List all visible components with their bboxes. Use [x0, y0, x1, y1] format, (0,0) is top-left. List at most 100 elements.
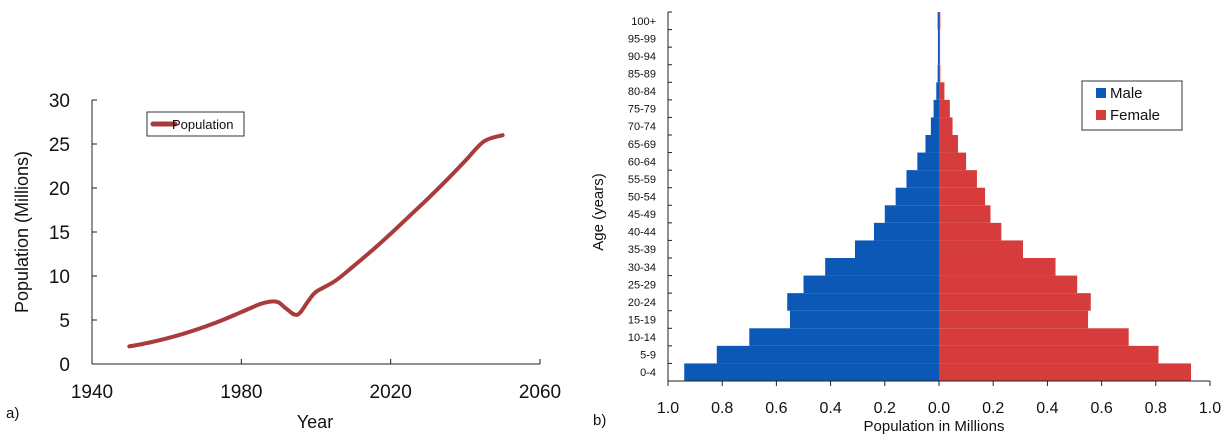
- male-bar: [749, 328, 939, 346]
- panel-b-legend-male-label: Male: [1110, 85, 1143, 102]
- panel-a-y-tick-label: 30: [49, 91, 70, 112]
- female-bar: [939, 170, 977, 188]
- panel-b-y-tick-label: 75-79: [628, 104, 656, 116]
- panel-a-x-tick-label: 2060: [519, 382, 561, 403]
- panel-b-y-tick-label: 40-44: [628, 227, 656, 239]
- female-bar: [939, 310, 1089, 329]
- panel-b-y-axis-label: Age (years): [590, 173, 607, 251]
- panel-a-axes: [91, 100, 540, 365]
- panel-a-y-ticks: 0 5 10 15 20 25 30: [49, 91, 97, 376]
- panel-a-y-tick-label: 20: [49, 179, 70, 200]
- panel-b-y-tick-label: 5-9: [640, 350, 656, 362]
- panel-b-x-tick-label: 0.2: [982, 400, 1004, 417]
- panel-a-x-tick-label: 2020: [370, 382, 412, 403]
- panel-b-y-tick-label: 100+: [631, 16, 656, 28]
- male-bar: [937, 29, 939, 48]
- female-bar: [939, 363, 1192, 381]
- panel-b-y-tick-label: 35-39: [628, 244, 656, 256]
- female-bar: [939, 99, 950, 118]
- panel-a-y-tick-label: 5: [59, 311, 70, 332]
- male-bar: [684, 363, 939, 381]
- panel-b-legend: Male Female: [1081, 80, 1183, 131]
- panel-a-y-tick-label: 25: [49, 135, 70, 156]
- panel-b-y-tick-label: 80-84: [628, 86, 656, 98]
- female-bar: [939, 240, 1024, 258]
- male-bar: [906, 170, 939, 188]
- panel-a-series: [127, 133, 505, 349]
- male-bar: [933, 99, 939, 118]
- male-bar: [803, 275, 939, 294]
- female-bar: [939, 117, 953, 135]
- panel-b-y-tick-label: 55-59: [628, 174, 656, 186]
- male-bar: [825, 258, 939, 276]
- female-bar: [939, 82, 945, 100]
- panel-b-x-tick-label: 0.4: [819, 400, 841, 417]
- female-bar: [939, 275, 1078, 294]
- panel-a-y-tick-label: 15: [49, 223, 70, 244]
- male-bar: [937, 64, 939, 83]
- male-bar: [937, 47, 939, 65]
- female-bar: [939, 328, 1129, 346]
- panel-b-x-tick-label: 0.8: [1145, 400, 1167, 417]
- panel-b-y-ticks: 0-4 5-9 10-14 15-19 20-24 25-29 30-34 35-39 40-4…: [628, 11, 672, 379]
- panel-b-y-tick-label: 95-99: [628, 33, 656, 45]
- female-bar: [939, 293, 1091, 311]
- panel-b-y-tick-label: 50-54: [628, 192, 656, 204]
- panel-b-x-tick-label: 0.0: [928, 400, 950, 417]
- panel-b-y-tick-label: 0-4: [640, 367, 656, 379]
- panel-b-y-tick-label: 65-69: [628, 139, 656, 151]
- female-bar: [939, 258, 1056, 276]
- panel-b-x-ticks: 1.0 0.8 0.6 0.4 0.2 0.0 0.2 0.4 0.6 0.8 1.0: [657, 381, 1221, 417]
- panel-b-legend-female-label: Female: [1110, 107, 1160, 124]
- panel-b-y-tick-label: 60-64: [628, 156, 656, 168]
- panel-b-y-tick-label: 90-94: [628, 51, 656, 63]
- panel-b-legend-female-swatch: [1096, 110, 1106, 120]
- female-bar: [939, 64, 941, 83]
- panel-a-x-tick-label: 1980: [220, 382, 262, 403]
- male-bar: [937, 12, 939, 30]
- panel-b-x-axis-label: Population in Millions: [864, 418, 1005, 435]
- female-bar: [939, 222, 1002, 241]
- panel-a-y-tick-label: 10: [49, 267, 70, 288]
- panel-b-y-tick-label: 30-34: [628, 262, 656, 274]
- male-bar: [716, 345, 939, 364]
- panel-b-x-tick-label: 0.8: [711, 400, 733, 417]
- male-bar: [854, 240, 939, 258]
- panel-b-x-tick-label: 0.2: [874, 400, 896, 417]
- female-bar: [939, 135, 958, 153]
- panel-b-label: b): [593, 412, 606, 429]
- panel-b-y-tick-label: 20-24: [628, 297, 656, 309]
- panel-a-y-tick-label: 0: [59, 355, 70, 376]
- male-bar: [873, 222, 939, 241]
- panel-a-legend-label: Population: [172, 117, 233, 132]
- panel-b-y-tick-label: 45-49: [628, 209, 656, 221]
- panel-b-x-tick-label: 0.6: [765, 400, 787, 417]
- female-bar: [939, 205, 991, 223]
- panel-a-x-axis-label: Year: [297, 412, 333, 432]
- panel-b-legend-male-swatch: [1096, 88, 1106, 98]
- panel-a-x-ticks: 1940 1980 2020 2060: [71, 359, 561, 403]
- panel-b-y-tick-label: 70-74: [628, 121, 656, 133]
- male-bar: [930, 117, 939, 135]
- female-bar: [939, 187, 986, 206]
- male-bar: [789, 310, 939, 329]
- panel-b-population-pyramid: 0-4 5-9 10-14 15-19 20-24 25-29 30-34 35-39 40-4…: [590, 11, 1221, 435]
- female-bar: [939, 29, 941, 48]
- panel-b-x-tick-label: 0.4: [1036, 400, 1058, 417]
- panel-b-y-tick-label: 25-29: [628, 279, 656, 291]
- panel-b-y-tick-label: 85-89: [628, 69, 656, 81]
- panel-a-label: a): [6, 405, 19, 422]
- panel-a-series-line: [127, 133, 505, 349]
- panel-a-x-tick-label: 1940: [71, 382, 113, 403]
- male-bar: [917, 152, 939, 171]
- female-bar: [939, 152, 967, 171]
- female-bar: [939, 47, 941, 65]
- panel-b-bars: [684, 12, 1192, 381]
- panel-b-x-tick-label: 0.6: [1090, 400, 1112, 417]
- female-bar: [939, 12, 941, 30]
- male-bar: [925, 135, 939, 153]
- male-bar: [884, 205, 939, 223]
- panel-b-y-tick-label: 10-14: [628, 332, 656, 344]
- panel-b-x-tick-label: 1.0: [1199, 400, 1221, 417]
- male-bar: [787, 293, 939, 311]
